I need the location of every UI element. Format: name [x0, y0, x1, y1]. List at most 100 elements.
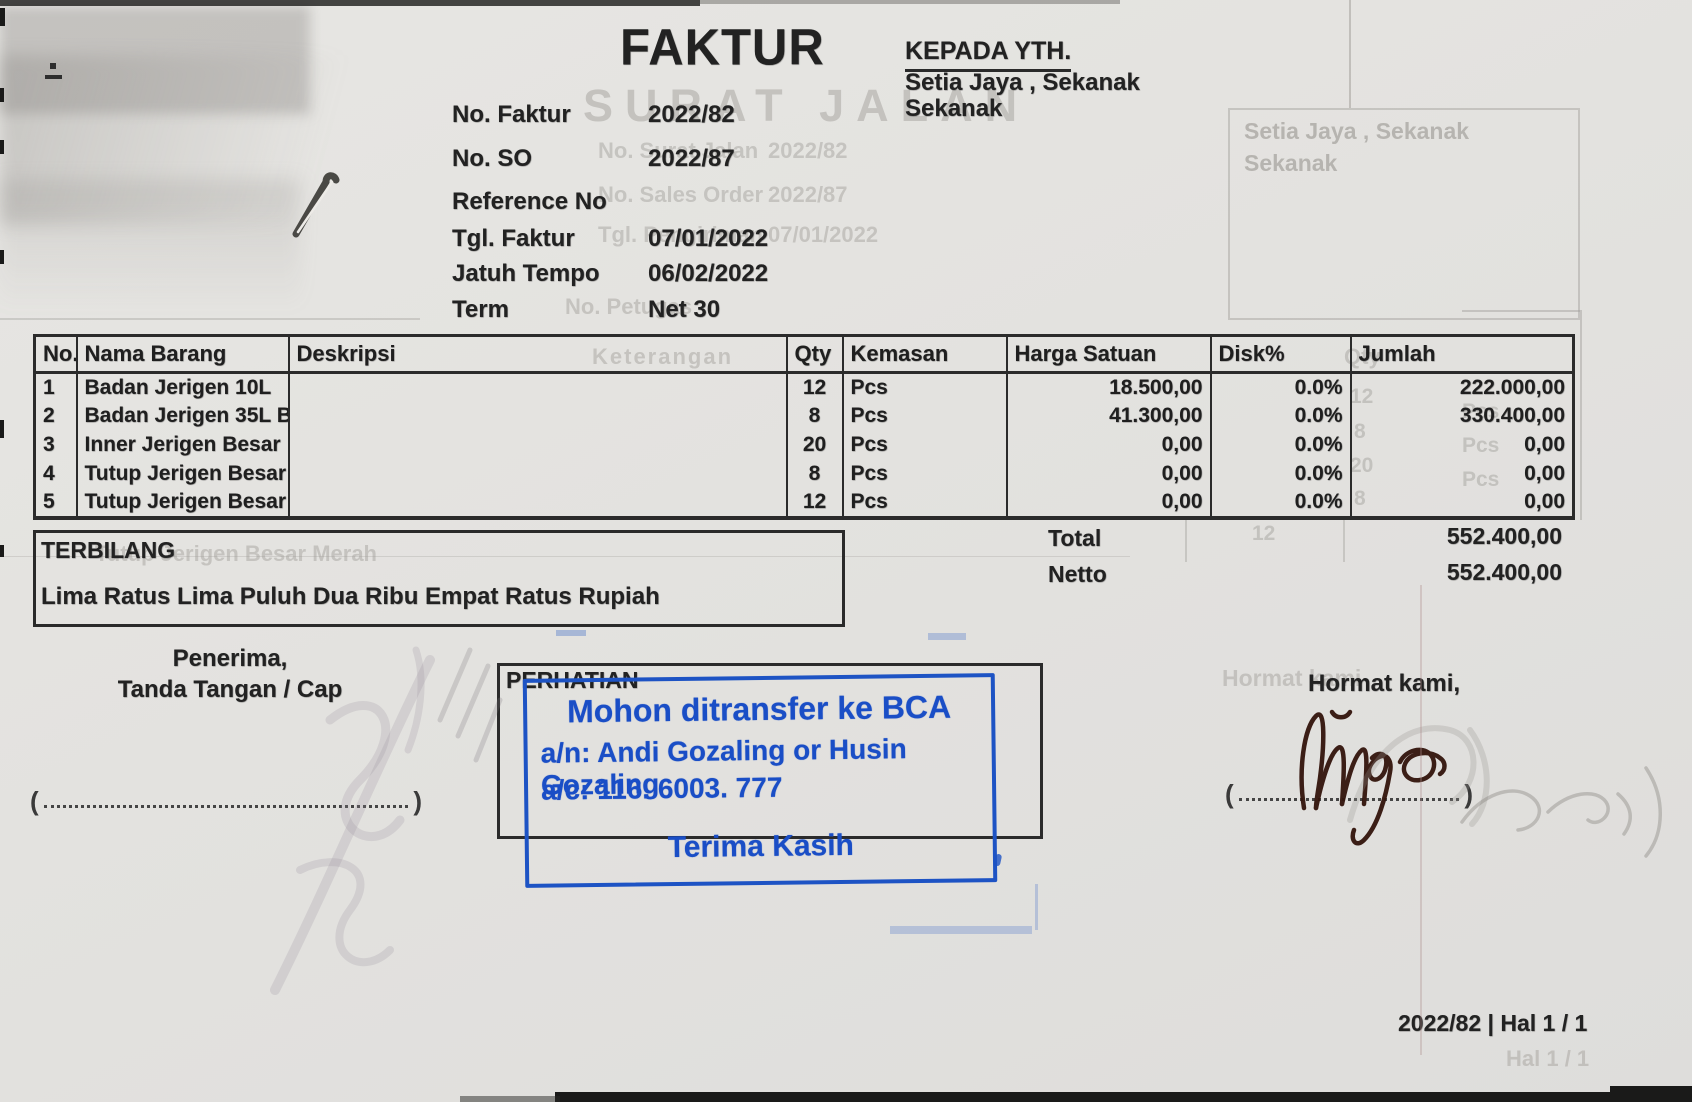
col-qty: Qty [785, 335, 843, 374]
cell-harga: 41.300,00 [1005, 401, 1211, 431]
document-title: FAKTUR [620, 19, 825, 77]
table-row: 3 Inner Jerigen Besar 20 Pcs 0,00 0.0% 0… [33, 430, 1575, 460]
scan-edge [0, 140, 4, 154]
ghost-info-label: Tgl. Pengiriman [598, 222, 764, 247]
table-row: 2 Badan Jerigen 35L Biru 8 Pcs 41.300,00… [33, 401, 1575, 431]
cell-harga: 0,00 [1005, 459, 1211, 489]
paren-open: ( [30, 786, 39, 816]
cell-qty: 12 [785, 372, 843, 402]
pen-mark [50, 63, 56, 69]
bank-transfer-stamp: Mohon ditransfer ke BCA a/n: Andi Gozali… [522, 673, 998, 888]
cell-deskripsi [287, 430, 787, 460]
scan-edge [555, 1092, 1692, 1102]
ghost-info-value: 2022/87 [768, 182, 848, 207]
scan-edge [0, 250, 4, 264]
stamp-ink-smudge [1035, 884, 1038, 930]
ghost-pen-strokes [437, 647, 503, 763]
ghost-table-edge [1580, 312, 1582, 520]
ghost-recipient-box [1228, 108, 1580, 320]
cell-jumlah: 0,00 [1349, 459, 1575, 489]
col-harga-satuan: Harga Satuan [1005, 335, 1211, 374]
cell-jumlah: 0,00 [1349, 430, 1575, 460]
ghost-table-edge [1462, 310, 1582, 312]
col-kemasan: Kemasan [841, 335, 1007, 374]
table-row: 4 Tutup Jerigen Besar Hitam 8 Pcs 0,00 0… [33, 459, 1575, 489]
recipient-label: KEPADA YTH. [905, 37, 1072, 72]
stamp-ink-smudge [890, 926, 1032, 934]
scan-shadow [0, 6, 310, 114]
cell-qty: 12 [785, 488, 843, 518]
hormat-kami-label: Hormat kami, [1308, 670, 1461, 697]
cell-qty: 8 [785, 459, 843, 489]
col-deskripsi: Deskripsi [287, 335, 787, 374]
terbilang-text: Lima Ratus Lima Puluh Dua Ribu Empat Rat… [41, 583, 660, 610]
col-disk: Disk% [1209, 335, 1351, 374]
ghost-signature-bleed [1347, 725, 1490, 827]
cell-no: 5 [33, 488, 77, 518]
cell-disk: 0.0% [1209, 488, 1351, 518]
stamp-ink-smudge [928, 633, 966, 640]
cell-no: 1 [33, 372, 77, 402]
scan-edge [1610, 1086, 1692, 1102]
netto-label: Netto [1048, 561, 1107, 587]
netto-value: 552.400,00 [1446, 559, 1562, 585]
scan-shadow [0, 55, 440, 225]
ghost-qty-below: 12 [1252, 522, 1276, 545]
cell-qty: 20 [785, 430, 843, 460]
stamp-ink-dot [993, 853, 1003, 867]
cell-jumlah: 222.000,00 [1349, 372, 1575, 402]
penerima-label: Penerima, [172, 645, 288, 672]
info-value-no-faktur: 2022/82 [648, 101, 735, 128]
recipient-city: Sekanak [905, 95, 1003, 122]
scan-shadow [0, 180, 300, 310]
tanda-tangan-label: Tanda Tangan / Cap [117, 676, 343, 703]
cell-disk: 0.0% [1209, 372, 1351, 402]
ghost-recipient-line: Sekanak [1244, 150, 1338, 176]
info-label-no-so: No. SO [452, 145, 533, 172]
dotted-line [43, 782, 409, 808]
paren-close: ) [413, 786, 422, 816]
cell-harga: 0,00 [1005, 488, 1211, 518]
cell-nama: Tutup Jerigen Besar Hitam [75, 459, 289, 489]
info-value-no-so: 2022/87 [648, 145, 735, 172]
ghost-table-edge [1343, 520, 1345, 562]
cell-kemasan: Pcs [841, 430, 1007, 460]
col-jumlah: Jumlah [1349, 335, 1575, 374]
cell-deskripsi [287, 459, 787, 489]
paren-close: ) [1464, 779, 1473, 809]
info-label-term: Term [452, 296, 509, 323]
scan-edge [460, 1096, 560, 1102]
table-header-row: No. Nama Barang Deskripsi Qty Kemasan Ha… [33, 335, 1575, 374]
cell-jumlah: 0,00 [1349, 488, 1575, 518]
terbilang-label: TERBILANG [41, 537, 176, 563]
cell-disk: 0.0% [1209, 459, 1351, 489]
paren-open: ( [1225, 779, 1234, 809]
ghost-info-label: No. Petugas [565, 294, 693, 319]
cell-deskripsi [287, 401, 787, 431]
cell-deskripsi [287, 488, 787, 518]
cell-disk: 0.0% [1209, 401, 1351, 431]
stamp-ink-smudge [556, 630, 586, 636]
cell-harga: 18.500,00 [1005, 372, 1211, 402]
scan-edge [0, 545, 4, 557]
pen-mark [45, 75, 62, 79]
info-label-reference-no: Reference No [452, 188, 607, 215]
cell-no: 4 [33, 459, 77, 489]
cell-no: 2 [33, 401, 77, 431]
ghost-info-label: No. Sales Order [598, 182, 764, 207]
perhatian-label: PERHATIAN [506, 667, 639, 693]
scan-edge [700, 0, 1120, 4]
cell-nama: Badan Jerigen 10L [75, 372, 289, 402]
cell-no: 3 [33, 430, 77, 460]
cell-nama: Badan Jerigen 35L Biru [75, 401, 289, 431]
cell-kemasan: Pcs [841, 401, 1007, 431]
paper-crease [0, 318, 420, 320]
info-label-no-faktur: No. Faktur [452, 101, 571, 128]
ghost-table-edge [1185, 520, 1187, 562]
cell-kemasan: Pcs [841, 372, 1007, 402]
handwritten-signature [1299, 709, 1447, 846]
cell-nama: Inner Jerigen Besar [75, 430, 289, 460]
ghost-surat-jalan-title: SURAT JALAN [583, 80, 1030, 131]
info-label-jatuh-tempo: Jatuh Tempo [452, 260, 600, 287]
cell-jumlah: 330.400,00 [1349, 401, 1575, 431]
